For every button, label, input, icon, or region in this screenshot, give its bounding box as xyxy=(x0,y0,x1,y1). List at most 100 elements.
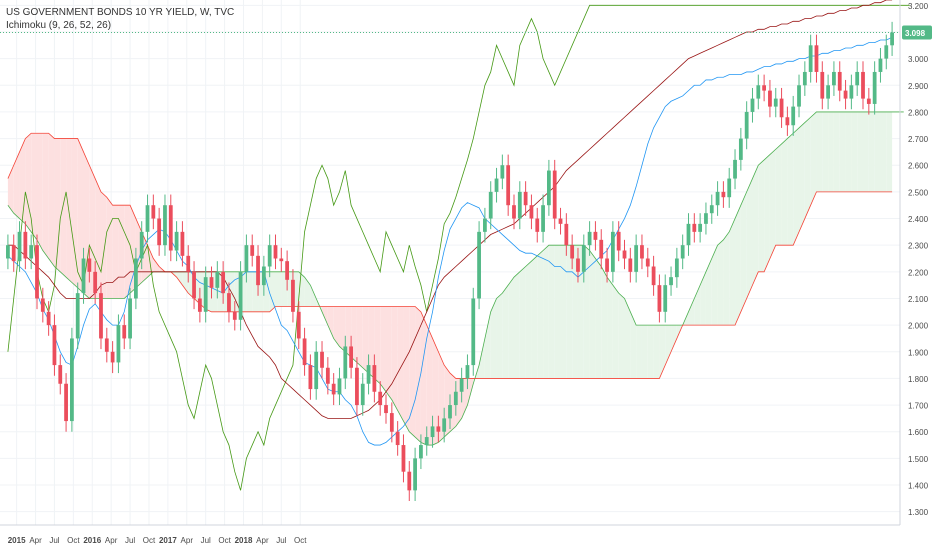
candle-body xyxy=(35,245,39,299)
y-tick-label: 1.700 xyxy=(908,402,929,411)
candle-body xyxy=(407,471,412,491)
candle-body xyxy=(762,85,767,91)
candle-body xyxy=(58,365,63,384)
candle-body xyxy=(11,245,16,262)
cloud-segment xyxy=(432,338,439,446)
candle-body xyxy=(87,258,92,272)
cloud-segment xyxy=(630,311,637,379)
cloud-segment xyxy=(839,111,846,192)
cloud-segment xyxy=(496,293,503,379)
candle-body xyxy=(413,458,417,491)
candle-body xyxy=(122,325,127,339)
cloud-segment xyxy=(322,306,328,326)
cloud-segment xyxy=(554,245,561,379)
cloud-segment xyxy=(112,205,119,299)
candle-body xyxy=(738,138,743,160)
candle-body xyxy=(866,98,871,104)
candle-body xyxy=(512,205,516,219)
tenkan-line xyxy=(7,36,893,446)
cloud-segment xyxy=(182,271,189,294)
candle-body xyxy=(296,311,301,339)
cloud-segment xyxy=(118,205,125,299)
cloud-segment xyxy=(327,306,334,339)
cloud-segment xyxy=(647,325,654,379)
cloud-segment xyxy=(804,117,811,219)
cloud-segment xyxy=(374,306,381,384)
candle-body xyxy=(244,245,249,272)
candle-body xyxy=(651,266,656,286)
candle-body xyxy=(267,245,272,267)
cloud-segment xyxy=(490,298,497,379)
candle-body xyxy=(733,159,737,179)
candle-body xyxy=(273,245,278,259)
candle-body xyxy=(180,231,185,256)
candle-body xyxy=(384,405,388,414)
cloud-segment xyxy=(426,325,433,446)
legend-title: US GOVERNMENT BONDS 10 YR YIELD, W, TVC xyxy=(6,7,235,18)
candle-body xyxy=(389,413,394,432)
cloud-segment xyxy=(618,293,625,379)
cloud-segment xyxy=(391,306,398,411)
candle-body xyxy=(291,279,295,312)
cloud-segment xyxy=(880,111,887,192)
cloud-segment xyxy=(589,250,596,379)
cloud-segment xyxy=(543,245,549,379)
cloud-segment xyxy=(502,285,509,379)
candle-body xyxy=(320,351,324,368)
candle-body xyxy=(680,245,685,259)
cloud-segment xyxy=(624,298,631,379)
cloud-segment xyxy=(100,191,107,299)
candle-body xyxy=(343,346,348,379)
legend: US GOVERNMENT BONDS 10 YR YIELD, W, TVC … xyxy=(6,6,234,32)
candle-body xyxy=(46,311,51,326)
candle-body xyxy=(227,293,231,312)
cloud-segment xyxy=(531,255,538,379)
cloud-segment xyxy=(310,285,317,307)
cloud-segment xyxy=(787,133,794,246)
cloud-segment xyxy=(409,306,416,438)
cloud-segment xyxy=(537,250,544,379)
x-tick-label: 2015 xyxy=(8,536,26,545)
candle-body xyxy=(541,205,545,232)
candle-body xyxy=(174,231,179,251)
candle-body xyxy=(209,277,214,288)
x-tick-label: Apr xyxy=(105,536,118,545)
candle-body xyxy=(221,271,226,294)
cloud-segment xyxy=(484,311,491,379)
x-tick-label: 2018 xyxy=(235,536,253,545)
candle-body xyxy=(331,383,336,395)
candle-body xyxy=(832,71,836,86)
cloud-segment xyxy=(304,277,311,307)
cloud-segment xyxy=(525,261,532,379)
cloud-segment xyxy=(769,149,776,259)
cloud-segment xyxy=(106,197,113,299)
cloud-segment xyxy=(7,165,14,214)
x-tick-label: Oct xyxy=(143,536,156,545)
cloud-segment xyxy=(665,325,672,366)
candle-body xyxy=(791,106,796,126)
candle-body xyxy=(779,98,784,118)
candle-body xyxy=(104,338,109,352)
candle-body xyxy=(355,367,359,406)
candle-body xyxy=(802,71,807,86)
candle-body xyxy=(750,98,755,112)
candle-body xyxy=(820,71,825,99)
cloud-segment xyxy=(415,306,421,443)
candle-body xyxy=(581,245,586,272)
cloud-segment xyxy=(339,306,346,352)
cloud-segment xyxy=(735,205,741,326)
candle-body xyxy=(506,165,511,206)
y-tick-label: 2.300 xyxy=(908,242,929,251)
cloud-segment xyxy=(810,111,817,206)
cloud-segment xyxy=(705,258,712,326)
x-tick-label: Jul xyxy=(276,536,286,545)
candle-body xyxy=(442,418,447,432)
x-tick-label: 2017 xyxy=(159,536,177,545)
cloud-segment xyxy=(513,271,520,379)
y-tick-label: 2.700 xyxy=(908,135,929,144)
x-tick-label: Jul xyxy=(125,536,135,545)
candle-body xyxy=(855,71,860,86)
cloud-segment xyxy=(60,138,67,278)
